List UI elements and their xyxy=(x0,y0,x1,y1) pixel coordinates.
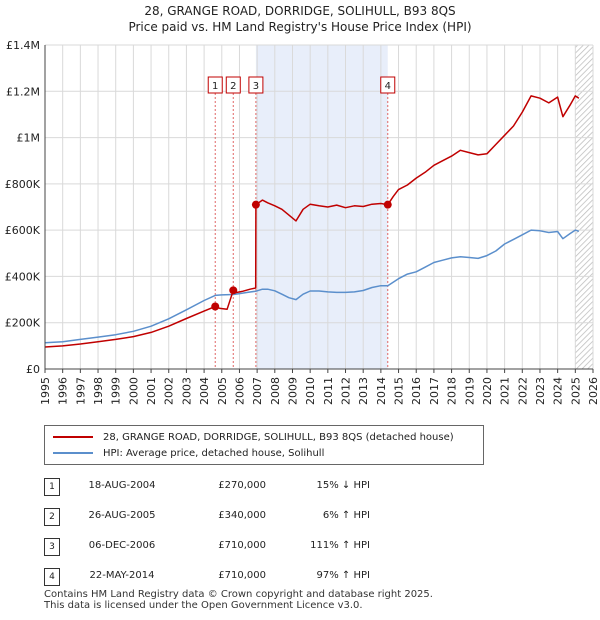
x-tick-label: 2003 xyxy=(180,377,193,405)
x-tick-label: 2015 xyxy=(393,377,406,405)
transaction-label: 2 xyxy=(230,81,236,92)
y-tick-label: £400K xyxy=(5,270,41,283)
x-tick-label: 2018 xyxy=(446,377,459,405)
x-tick-label: 1999 xyxy=(110,377,123,405)
x-tick-label: 2008 xyxy=(269,377,282,405)
transaction-label: 4 xyxy=(385,81,391,92)
transaction-point xyxy=(229,286,238,295)
y-tick-label: £1M xyxy=(17,132,41,145)
transaction-label-box xyxy=(207,76,223,94)
table-row: 3 06-DEC-2006 £710,000 111% ↑ HPI xyxy=(0,538,600,558)
chart-title: 28, GRANGE ROAD, DORRIDGE, SOLIHULL, B93… xyxy=(144,4,456,18)
transaction-label-box xyxy=(225,76,241,94)
footer: Contains HM Land Registry data © Crown c… xyxy=(44,589,433,611)
x-tick-label: 2006 xyxy=(233,377,246,405)
footer-license: This data is licensed under the Open Gov… xyxy=(44,600,363,611)
y-tick-label: £200K xyxy=(5,317,41,330)
transaction-number: 1 xyxy=(44,478,60,496)
y-tick-label: £600K xyxy=(5,224,41,237)
transaction-point xyxy=(251,200,260,209)
x-tick-label: 2013 xyxy=(357,377,370,405)
transaction-point xyxy=(211,302,220,311)
x-tick-label: 2020 xyxy=(481,377,494,405)
legend-label-hpi: HPI: Average price, detached house, Soli… xyxy=(103,447,325,459)
transaction-label: 1 xyxy=(212,81,218,92)
x-tick-label: 2017 xyxy=(428,377,441,405)
table-row: 1 18-AUG-2004 £270,000 15% ↓ HPI xyxy=(0,478,600,498)
transaction-price: £340,000 xyxy=(218,510,266,521)
legend-item-property: 28, GRANGE ROAD, DORRIDGE, SOLIHULL, B93… xyxy=(53,429,454,445)
price-chart: 1 2 3 4 £0 £200K £400K £600K £800K £1M £1.2M £1.4M… xyxy=(5,39,600,405)
y-tick-label: £0 xyxy=(26,363,40,376)
x-tick-label: 2016 xyxy=(410,377,423,405)
transaction-hpi: 111% ↑ HPI xyxy=(310,540,370,551)
transaction-price: £710,000 xyxy=(218,540,266,551)
x-tick-label: 2026 xyxy=(587,377,600,405)
table-row: 4 22-MAY-2014 £710,000 97% ↑ HPI xyxy=(0,568,600,588)
x-tick-label: 2025 xyxy=(569,377,582,405)
transaction-date: 06-DEC-2006 xyxy=(88,540,156,551)
legend: 28, GRANGE ROAD, DORRIDGE, SOLIHULL, B93… xyxy=(44,425,484,465)
transaction-date: 26-AUG-2005 xyxy=(88,510,156,521)
x-tick-label: 2005 xyxy=(216,377,229,405)
transaction-label: 3 xyxy=(253,81,259,92)
y-tick-label: £1.4M xyxy=(6,39,40,52)
transaction-number: 2 xyxy=(44,508,60,526)
transaction-price: £270,000 xyxy=(218,480,266,491)
transaction-hpi: 15% ↓ HPI xyxy=(316,480,370,491)
x-tick-label: 2000 xyxy=(127,377,140,405)
x-tick-label: 2007 xyxy=(251,377,264,405)
chart-subtitle: Price paid vs. HM Land Registry's House … xyxy=(128,20,472,34)
footer-copyright: Contains HM Land Registry data © Crown c… xyxy=(44,589,433,600)
x-tick-label: 2021 xyxy=(499,377,512,405)
x-tick-label: 1998 xyxy=(92,377,105,405)
legend-swatch-hpi xyxy=(53,452,93,454)
x-tick-label: 2001 xyxy=(145,377,158,405)
x-tick-label: 2009 xyxy=(286,377,299,405)
table-row: 2 26-AUG-2005 £340,000 6% ↑ HPI xyxy=(0,508,600,528)
x-tick-label: 2011 xyxy=(322,377,335,405)
forecast-hatch xyxy=(575,45,593,369)
x-tick-label: 2022 xyxy=(516,377,529,405)
legend-label-property: 28, GRANGE ROAD, DORRIDGE, SOLIHULL, B93… xyxy=(103,431,454,443)
transaction-label-box xyxy=(248,76,264,94)
y-tick-label: £800K xyxy=(5,178,41,191)
x-tick-label: 2014 xyxy=(375,377,388,405)
transaction-price: £710,000 xyxy=(218,570,266,581)
series-line-hpi xyxy=(44,229,580,344)
x-tick-label: 1996 xyxy=(57,377,70,405)
transaction-date: 22-MAY-2014 xyxy=(89,570,155,581)
legend-swatch-property xyxy=(53,436,93,438)
transaction-number: 3 xyxy=(44,538,60,556)
legend-item-hpi: HPI: Average price, detached house, Soli… xyxy=(53,445,324,461)
transaction-number: 4 xyxy=(44,568,60,586)
x-tick-label: 2024 xyxy=(552,377,565,405)
transaction-date: 18-AUG-2004 xyxy=(88,480,156,491)
transaction-hpi: 97% ↑ HPI xyxy=(316,570,370,581)
x-tick-label: 2002 xyxy=(163,377,176,405)
x-tick-label: 2004 xyxy=(198,377,211,405)
transaction-hpi: 6% ↑ HPI xyxy=(322,510,370,521)
transaction-point xyxy=(383,200,392,209)
transaction-label-box xyxy=(380,76,396,94)
x-tick-label: 2012 xyxy=(340,377,353,405)
x-tick-label: 2010 xyxy=(304,377,317,405)
y-tick-label: £1.2M xyxy=(6,85,40,98)
x-tick-label: 1997 xyxy=(74,377,87,405)
x-tick-label: 2023 xyxy=(534,377,547,405)
x-tick-label: 1995 xyxy=(39,377,52,405)
x-tick-label: 2019 xyxy=(463,377,476,405)
